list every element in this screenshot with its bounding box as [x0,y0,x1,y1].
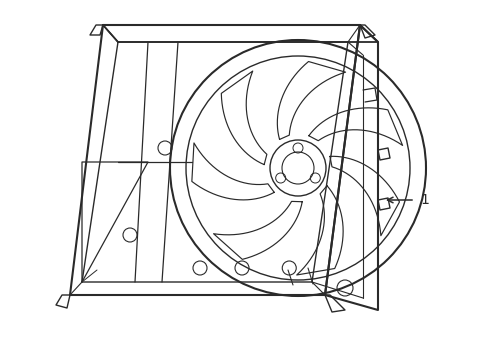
Text: 1: 1 [419,193,428,207]
